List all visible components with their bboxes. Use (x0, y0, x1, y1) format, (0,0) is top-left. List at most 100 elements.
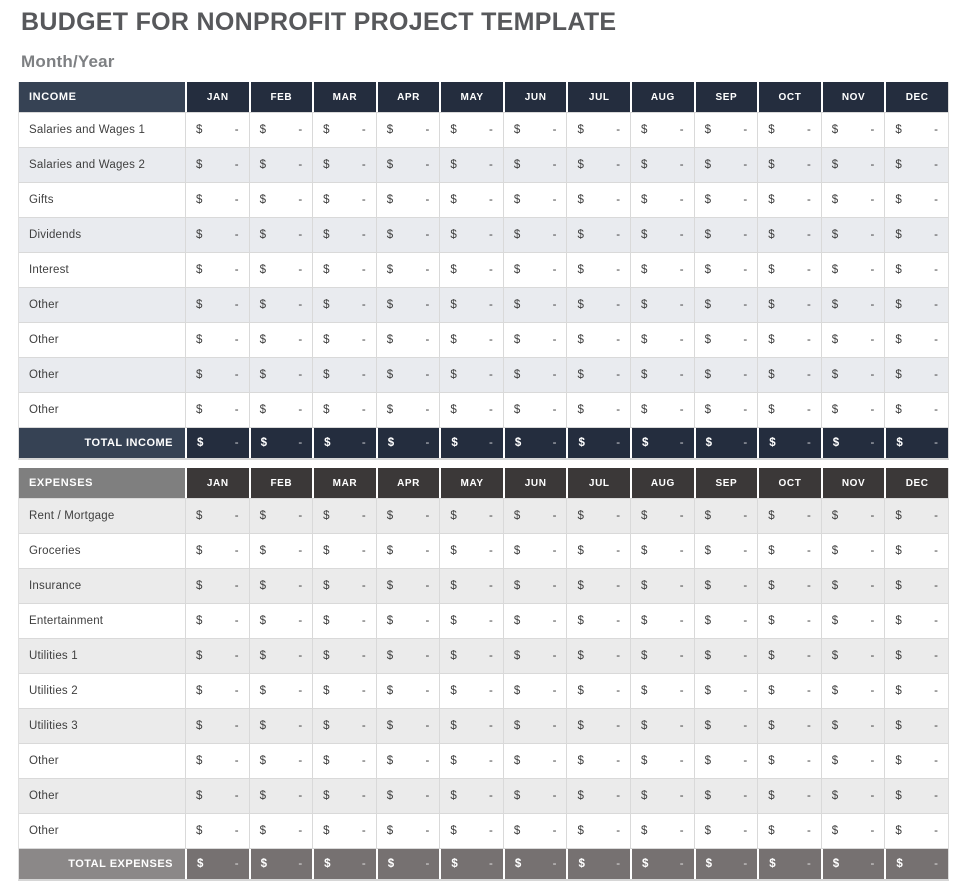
income-amount-cell[interactable]: $ - (502, 218, 567, 252)
expenses-amount-cell[interactable]: $ - (439, 744, 503, 778)
income-amount-cell[interactable]: $ - (502, 183, 567, 217)
expenses-amount-cell[interactable]: $ - (375, 604, 440, 638)
income-amount-cell[interactable]: $ - (820, 148, 885, 182)
expenses-amount-cell[interactable]: $ - (375, 779, 440, 813)
income-amount-cell[interactable]: $ - (757, 358, 821, 392)
expenses-amount-cell[interactable]: $ - (630, 534, 694, 568)
expenses-amount-cell[interactable]: $ - (757, 709, 821, 743)
income-amount-cell[interactable]: $ - (566, 113, 630, 147)
income-amount-cell[interactable]: $ - (693, 358, 758, 392)
expenses-amount-cell[interactable]: $ - (757, 814, 821, 848)
expenses-amount-cell[interactable]: $ - (312, 849, 376, 879)
income-amount-cell[interactable]: $ - (693, 148, 758, 182)
income-amount-cell[interactable]: $ - (630, 358, 694, 392)
expenses-amount-cell[interactable]: $ - (502, 709, 567, 743)
income-amount-cell[interactable]: $ - (884, 253, 948, 287)
income-amount-cell[interactable]: $ - (820, 393, 885, 427)
expenses-amount-cell[interactable]: $ - (757, 674, 821, 708)
expenses-amount-cell[interactable]: $ - (630, 674, 694, 708)
income-amount-cell[interactable]: $ - (439, 183, 503, 217)
income-amount-cell[interactable]: $ - (820, 218, 885, 252)
expenses-amount-cell[interactable]: $ - (884, 779, 948, 813)
expenses-amount-cell[interactable]: $ - (884, 639, 948, 673)
expenses-amount-cell[interactable]: $ - (439, 849, 503, 879)
expenses-amount-cell[interactable]: $ - (375, 674, 440, 708)
expenses-amount-cell[interactable]: $ - (630, 569, 694, 603)
income-amount-cell[interactable]: $ - (439, 358, 503, 392)
income-amount-cell[interactable]: $ - (248, 113, 313, 147)
expenses-amount-cell[interactable]: $ - (312, 569, 376, 603)
income-amount-cell[interactable]: $ - (630, 253, 694, 287)
income-amount-cell[interactable]: $ - (375, 148, 440, 182)
expenses-amount-cell[interactable]: $ - (439, 674, 503, 708)
income-amount-cell[interactable]: $ - (248, 148, 313, 182)
income-amount-cell[interactable]: $ - (185, 253, 249, 287)
income-amount-cell[interactable]: $ - (566, 428, 631, 458)
income-amount-cell[interactable]: $ - (502, 358, 567, 392)
expenses-amount-cell[interactable]: $ - (630, 779, 694, 813)
expenses-amount-cell[interactable]: $ - (757, 534, 821, 568)
expenses-amount-cell[interactable]: $ - (884, 674, 948, 708)
expenses-amount-cell[interactable]: $ - (312, 534, 376, 568)
income-amount-cell[interactable]: $ - (375, 393, 440, 427)
income-amount-cell[interactable]: $ - (185, 393, 249, 427)
income-amount-cell[interactable]: $ - (502, 253, 567, 287)
income-amount-cell[interactable]: $ - (630, 393, 694, 427)
income-amount-cell[interactable]: $ - (630, 218, 694, 252)
expenses-amount-cell[interactable]: $ - (693, 814, 758, 848)
expenses-amount-cell[interactable]: $ - (439, 604, 503, 638)
expenses-amount-cell[interactable]: $ - (630, 639, 694, 673)
expenses-amount-cell[interactable]: $ - (439, 499, 503, 533)
expenses-amount-cell[interactable]: $ - (185, 779, 249, 813)
expenses-amount-cell[interactable]: $ - (566, 674, 630, 708)
income-amount-cell[interactable]: $ - (312, 358, 376, 392)
income-amount-cell[interactable]: $ - (185, 428, 249, 458)
expenses-amount-cell[interactable]: $ - (630, 604, 694, 638)
expenses-amount-cell[interactable]: $ - (693, 534, 758, 568)
expenses-amount-cell[interactable]: $ - (185, 674, 249, 708)
expenses-amount-cell[interactable]: $ - (884, 604, 948, 638)
income-amount-cell[interactable]: $ - (312, 428, 376, 458)
income-amount-cell[interactable]: $ - (312, 183, 376, 217)
expenses-amount-cell[interactable]: $ - (375, 709, 440, 743)
income-amount-cell[interactable]: $ - (884, 113, 948, 147)
income-amount-cell[interactable]: $ - (820, 358, 885, 392)
expenses-amount-cell[interactable]: $ - (693, 709, 758, 743)
expenses-amount-cell[interactable]: $ - (312, 709, 376, 743)
expenses-amount-cell[interactable]: $ - (312, 674, 376, 708)
expenses-amount-cell[interactable]: $ - (248, 674, 313, 708)
expenses-amount-cell[interactable]: $ - (566, 849, 631, 879)
expenses-amount-cell[interactable]: $ - (502, 569, 567, 603)
income-amount-cell[interactable]: $ - (248, 288, 313, 322)
expenses-amount-cell[interactable]: $ - (312, 814, 376, 848)
expenses-amount-cell[interactable]: $ - (185, 534, 249, 568)
income-amount-cell[interactable]: $ - (439, 113, 503, 147)
income-amount-cell[interactable]: $ - (757, 288, 821, 322)
expenses-amount-cell[interactable]: $ - (248, 499, 313, 533)
income-amount-cell[interactable]: $ - (757, 428, 821, 458)
expenses-amount-cell[interactable]: $ - (884, 499, 948, 533)
expenses-amount-cell[interactable]: $ - (439, 569, 503, 603)
income-amount-cell[interactable]: $ - (185, 323, 249, 357)
expenses-amount-cell[interactable]: $ - (439, 814, 503, 848)
expenses-amount-cell[interactable]: $ - (693, 604, 758, 638)
expenses-amount-cell[interactable]: $ - (693, 674, 758, 708)
income-amount-cell[interactable]: $ - (757, 393, 821, 427)
income-amount-cell[interactable]: $ - (248, 183, 313, 217)
expenses-amount-cell[interactable]: $ - (375, 744, 440, 778)
expenses-amount-cell[interactable]: $ - (566, 499, 630, 533)
income-amount-cell[interactable]: $ - (185, 288, 249, 322)
income-amount-cell[interactable]: $ - (375, 428, 440, 458)
expenses-amount-cell[interactable]: $ - (566, 744, 630, 778)
expenses-amount-cell[interactable]: $ - (375, 499, 440, 533)
income-amount-cell[interactable]: $ - (693, 428, 758, 458)
expenses-amount-cell[interactable]: $ - (185, 639, 249, 673)
expenses-amount-cell[interactable]: $ - (502, 604, 567, 638)
income-amount-cell[interactable]: $ - (693, 253, 758, 287)
expenses-amount-cell[interactable]: $ - (820, 849, 885, 879)
income-amount-cell[interactable]: $ - (502, 428, 567, 458)
expenses-amount-cell[interactable]: $ - (566, 604, 630, 638)
income-amount-cell[interactable]: $ - (566, 323, 630, 357)
expenses-amount-cell[interactable]: $ - (820, 604, 885, 638)
income-amount-cell[interactable]: $ - (248, 428, 313, 458)
